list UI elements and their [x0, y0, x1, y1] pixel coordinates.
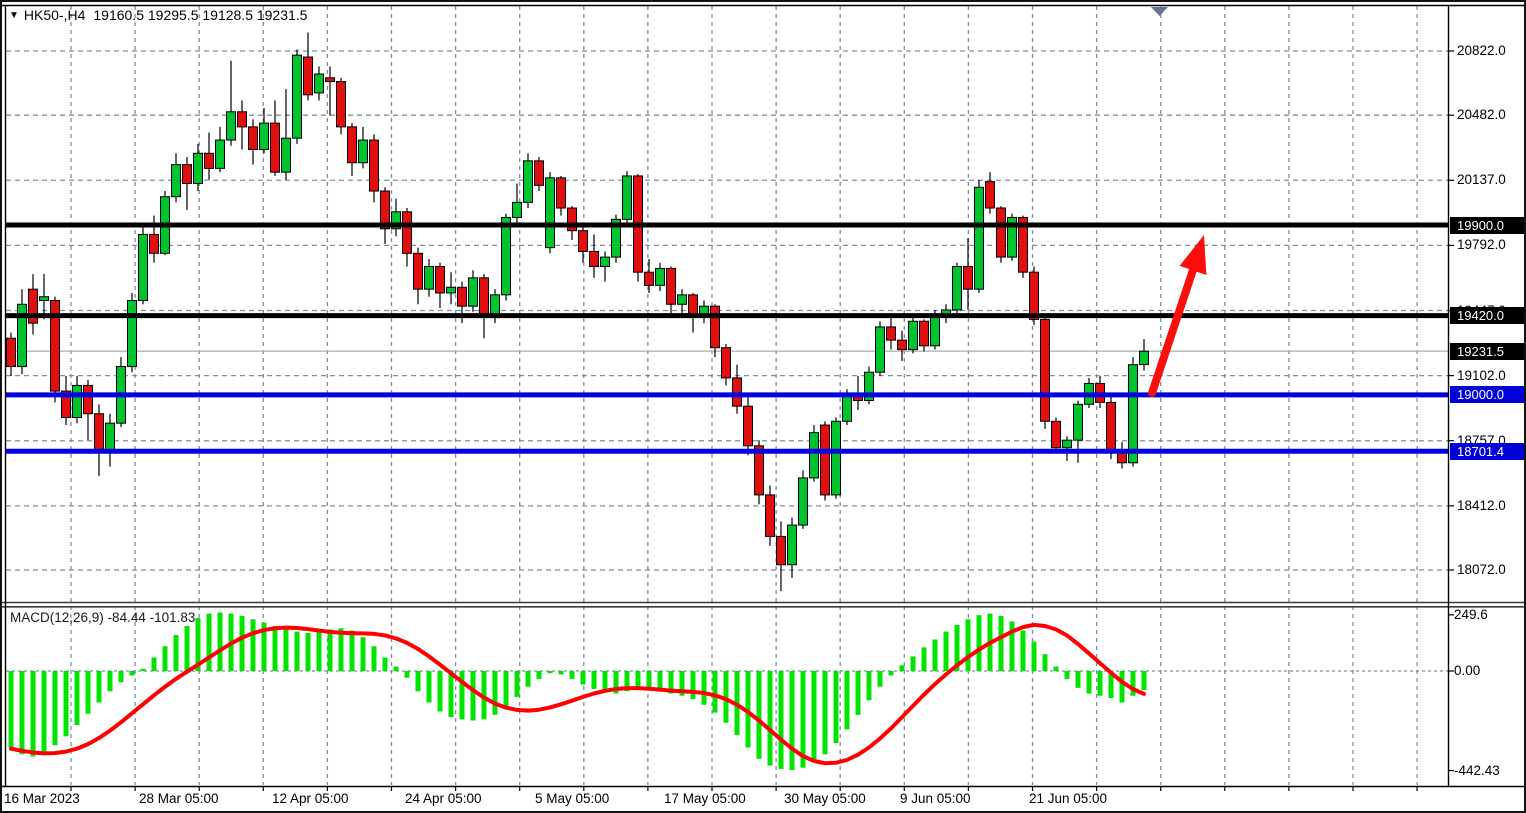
pane-frame — [2, 4, 1524, 791]
macd-name: MACD(12,26,9) — [10, 610, 104, 625]
price-tick-label: 19792.0 — [1457, 237, 1506, 253]
price-tick-label: 20137.0 — [1457, 172, 1506, 188]
price-axis-badge: 19000.0 — [1450, 386, 1524, 404]
symbol-period-label: HK50-,H4 — [23, 7, 86, 23]
candlestick-series — [6, 32, 1149, 592]
price-tick-label: 20822.0 — [1457, 43, 1506, 58]
macd-pane — [8, 612, 1147, 770]
price-tick-label: 20482.0 — [1457, 107, 1506, 123]
macd-signal-value: -101.83 — [149, 610, 196, 625]
trend-arrow[interactable] — [1148, 235, 1207, 397]
price-axis-badge: 19900.0 — [1450, 216, 1524, 234]
symbol-dropdown-icon[interactable]: ▼ — [9, 10, 19, 21]
chart-shift-marker-icon[interactable] — [1151, 7, 1168, 16]
macd-indicator-label: MACD(12,26,9) -84.44 -101.83 — [10, 610, 195, 625]
macd-tick-label: -442.43 — [1454, 762, 1500, 778]
time-axis-label: 30 May 05:00 — [784, 791, 866, 806]
time-axis-label: 12 Apr 05:00 — [272, 791, 349, 806]
price-tick-label: 18412.0 — [1457, 497, 1506, 513]
macd-main-value: -84.44 — [107, 610, 146, 625]
price-axis-badge: 19231.5 — [1450, 342, 1524, 360]
price-axis-badge: 19420.0 — [1450, 307, 1524, 325]
chart-title: ▼ HK50-,H4 19160.5 19295.5 19128.5 19231.5 — [9, 7, 307, 23]
macd-signal-line — [9, 622, 1146, 766]
time-axis-label: 9 Jun 05:00 — [900, 791, 971, 806]
price-tick-label: 18072.0 — [1457, 562, 1506, 577]
macd-tick-label: 0.00 — [1454, 663, 1481, 678]
time-axis-label: 5 May 05:00 — [535, 791, 610, 806]
time-axis-label: 17 May 05:00 — [664, 791, 746, 806]
price-axis-badge: 18701.4 — [1450, 442, 1524, 460]
time-axis-label: 24 Apr 05:00 — [405, 791, 482, 806]
time-axis-label: 28 Mar 05:00 — [139, 791, 219, 806]
macd-tick-label: 249.6 — [1454, 606, 1488, 622]
time-axis-label: 21 Jun 05:00 — [1029, 791, 1108, 806]
price-tick-label: 19102.0 — [1457, 367, 1506, 383]
ohlc-values: 19160.5 19295.5 19128.5 19231.5 — [93, 7, 308, 23]
time-axis-label: 16 Mar 2023 — [4, 791, 80, 806]
